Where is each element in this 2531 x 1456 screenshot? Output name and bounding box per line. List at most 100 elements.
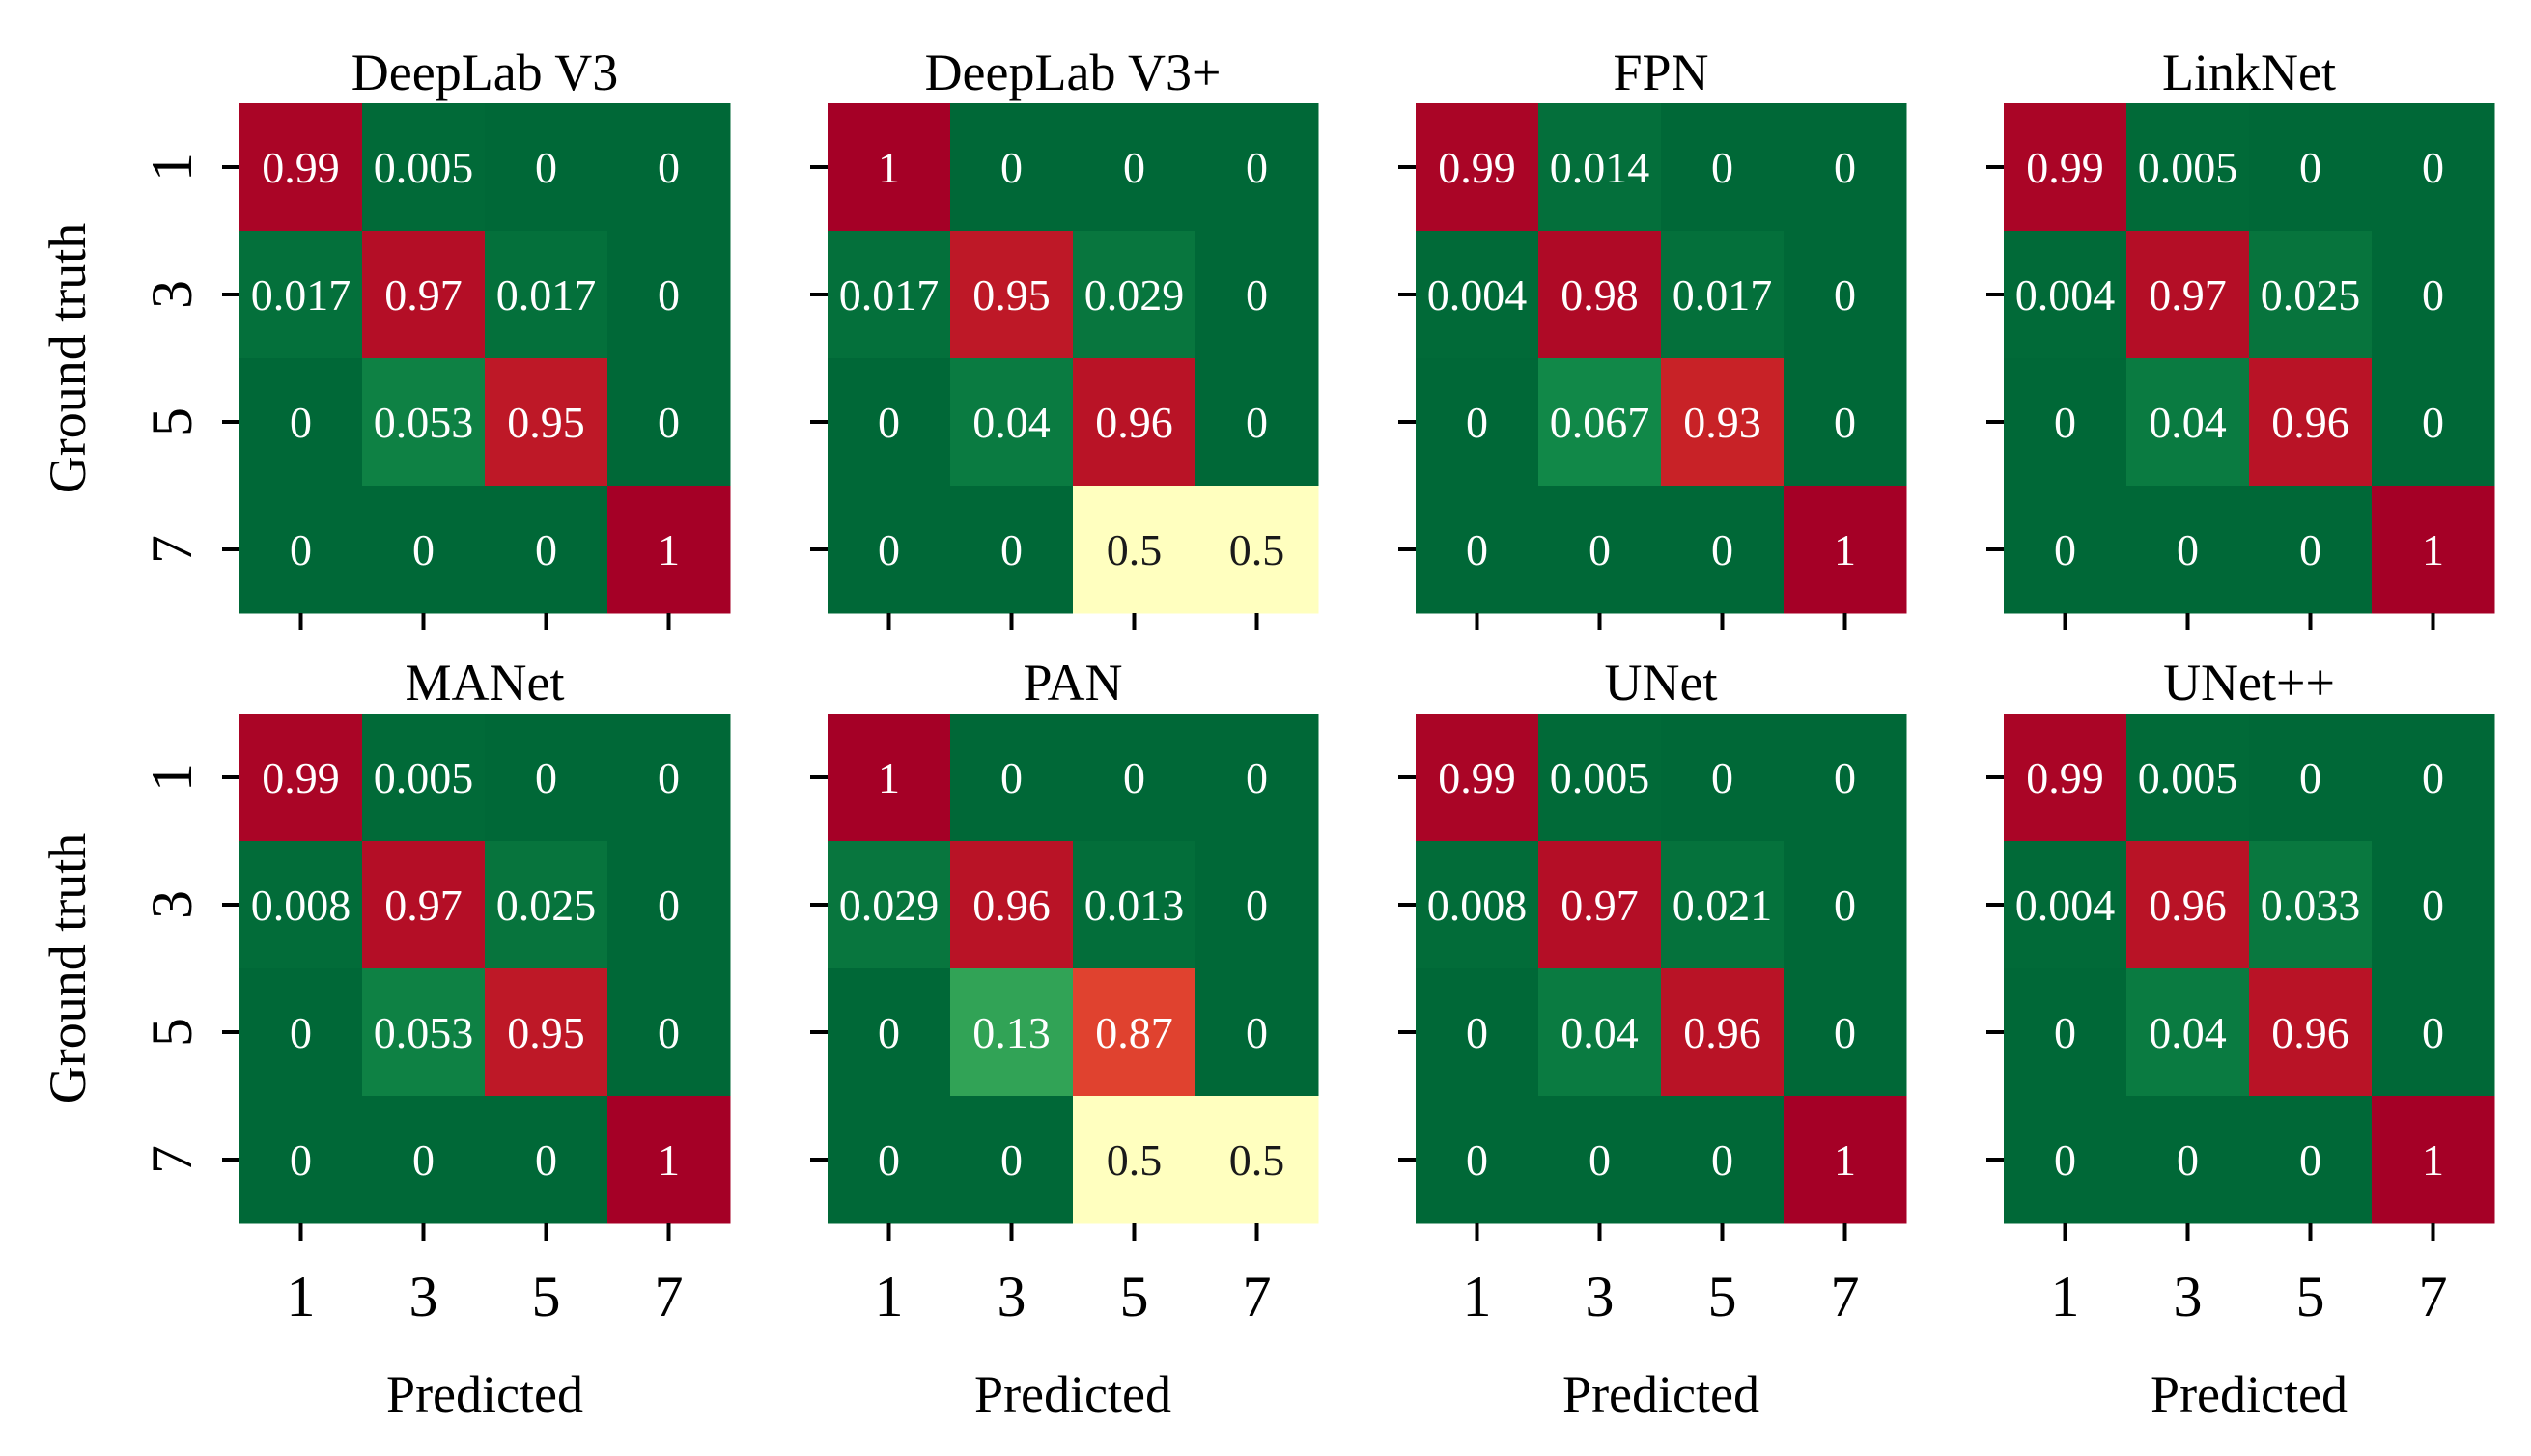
cell-value-label: 0 xyxy=(290,1008,312,1057)
heatmap-cell-r7-c3 xyxy=(1538,486,1662,614)
heatmap-panel-unet: UNet 0.99 0.005 0 0 0.008 0.97 0.021 0 0 0.04 0.96 0… xyxy=(1398,654,1907,1423)
heatmap-cell-r1-c7 xyxy=(1784,103,1907,232)
heatmap-cell-r5-c3 xyxy=(1538,358,1662,487)
cell-value-label: 0 xyxy=(535,525,557,574)
heatmap-cell-r3-c1 xyxy=(1416,841,1539,969)
cell-value-label: 0 xyxy=(1123,143,1145,192)
x-tick-label: 7 xyxy=(1831,1265,1860,1329)
cell-value-label: 0 xyxy=(2422,881,2444,930)
y-tick-label: 7 xyxy=(140,535,204,564)
cell-value-label: 0 xyxy=(2299,1135,2321,1185)
cell-value-label: 0.017 xyxy=(496,270,597,320)
heatmap-cell-r1-c3 xyxy=(362,714,486,842)
heatmap-cell-r7-c5 xyxy=(2249,1096,2373,1224)
cell-value-label: 0 xyxy=(2299,143,2321,192)
cell-value-label: 0.04 xyxy=(2149,1008,2227,1057)
heatmap-cell-r1-c5 xyxy=(1073,103,1196,232)
x-tick-label: 5 xyxy=(2296,1265,2325,1329)
cell-value-label: 0 xyxy=(1246,270,1268,320)
heatmap-cell-r7-c5 xyxy=(485,1096,608,1224)
heatmap-cell-r3-c3 xyxy=(1538,841,1662,969)
cell-value-label: 0.96 xyxy=(2271,398,2349,447)
cell-value-label: 0.053 xyxy=(374,1008,474,1057)
heatmap-cell-r1-c5 xyxy=(2249,714,2373,842)
cell-value-label: 0 xyxy=(1466,398,1488,447)
cell-value-label: 0.87 xyxy=(1095,1008,1173,1057)
heatmap-cell-r3-c3 xyxy=(2126,231,2250,359)
heatmap-cell-r1-c7 xyxy=(2372,103,2495,232)
x-tick-label: 5 xyxy=(532,1265,561,1329)
cell-value-label: 1 xyxy=(2422,525,2444,574)
heatmap-cell-r5-c7 xyxy=(607,968,731,1097)
heatmap-cell-r7-c3 xyxy=(362,1096,486,1224)
cell-value-label: 1 xyxy=(878,753,900,802)
cell-value-label: 0 xyxy=(290,398,312,447)
cell-value-label: 1 xyxy=(2422,1135,2444,1185)
cell-value-label: 0 xyxy=(2177,1135,2199,1185)
heatmap-cell-r3-c5 xyxy=(2249,231,2373,359)
heatmap-cell-r5-c7 xyxy=(1784,358,1907,487)
heatmap-cell-r3-c7 xyxy=(2372,231,2495,359)
heatmap-cell-r5-c7 xyxy=(607,358,731,487)
cell-value-label: 0.04 xyxy=(2149,398,2227,447)
cell-value-label: 0 xyxy=(1834,881,1856,930)
cell-value-label: 1 xyxy=(1834,525,1856,574)
heatmap-cell-r3-c3 xyxy=(950,231,1074,359)
heatmap-panel-manet: MANet 0.99 0.005 0 0 0.008 0.97 0.025 0 0 0.053 0.9… xyxy=(39,654,731,1423)
heatmap-cell-r5-c5 xyxy=(485,358,608,487)
cell-value-label: 0.008 xyxy=(251,881,352,930)
heatmap-cell-r5-c7 xyxy=(1784,968,1907,1097)
heatmap-cell-r1-c1 xyxy=(239,103,363,232)
heatmap-cell-r5-c3 xyxy=(950,358,1074,487)
cell-value-label: 0 xyxy=(2422,1008,2444,1057)
cell-value-label: 0.5 xyxy=(1107,1135,1163,1185)
heatmap-cell-r3-c3 xyxy=(2126,841,2250,969)
heatmap-cell-r3-c7 xyxy=(1784,841,1907,969)
cell-value-label: 0.97 xyxy=(384,881,463,930)
heatmap-cell-r3-c5 xyxy=(1073,841,1196,969)
cell-value-label: 0 xyxy=(878,525,900,574)
heatmap-cell-r3-c3 xyxy=(362,841,486,969)
heatmap-cell-r1-c7 xyxy=(1195,103,1319,232)
panel-title: DeepLab V3+ xyxy=(925,43,1222,101)
heatmap-cell-r1-c5 xyxy=(485,714,608,842)
cell-value-label: 0.95 xyxy=(972,270,1051,320)
cell-value-label: 1 xyxy=(658,1135,680,1185)
heatmap-panel-deeplab-v3: DeepLab V3+ 1 0 0 0 0.017 0.95 0.029 0 0 0.04 0.96 0… xyxy=(810,43,1319,630)
cell-value-label: 0 xyxy=(878,398,900,447)
cell-value-label: 0.99 xyxy=(1438,753,1516,802)
cell-value-label: 0 xyxy=(878,1008,900,1057)
heatmap-cell-r1-c1 xyxy=(2004,103,2127,232)
y-axis-label: Ground truth xyxy=(39,833,97,1104)
cell-value-label: 0.96 xyxy=(1683,1008,1761,1057)
heatmap-cell-r1-c1 xyxy=(2004,714,2127,842)
cell-value-label: 0 xyxy=(412,1135,435,1185)
cell-value-label: 0.025 xyxy=(2261,270,2361,320)
x-tick-label: 7 xyxy=(655,1265,684,1329)
x-tick-label: 5 xyxy=(1120,1265,1149,1329)
heatmap-cell-r1-c7 xyxy=(1195,714,1319,842)
x-tick-label: 3 xyxy=(1586,1265,1615,1329)
heatmap-cell-r7-c7 xyxy=(2372,486,2495,614)
cell-value-label: 0 xyxy=(1711,1135,1733,1185)
heatmap-cell-r1-c3 xyxy=(950,714,1074,842)
x-axis-label: Predicted xyxy=(386,1365,583,1423)
heatmap-cell-r5-c3 xyxy=(950,968,1074,1097)
cell-value-label: 0 xyxy=(2299,753,2321,802)
heatmap-cell-r3-c5 xyxy=(485,841,608,969)
cell-value-label: 0 xyxy=(2054,398,2076,447)
heatmap-cell-r5-c3 xyxy=(2126,358,2250,487)
cell-value-label: 0.013 xyxy=(1084,881,1185,930)
heatmap-cell-r7-c1 xyxy=(239,1096,363,1224)
heatmap-cell-r3-c5 xyxy=(1661,841,1785,969)
heatmap-cell-r7-c7 xyxy=(1784,486,1907,614)
cell-value-label: 0 xyxy=(658,270,680,320)
y-tick-label: 5 xyxy=(140,407,204,436)
heatmap-cell-r5-c3 xyxy=(1538,968,1662,1097)
heatmap-cell-r1-c1 xyxy=(828,103,951,232)
cell-value-label: 0 xyxy=(658,1008,680,1057)
heatmap-cell-r5-c5 xyxy=(1073,968,1196,1097)
cell-value-label: 0 xyxy=(1834,753,1856,802)
heatmap-cell-r7-c1 xyxy=(1416,1096,1539,1224)
heatmap-cell-r7-c3 xyxy=(1538,1096,1662,1224)
